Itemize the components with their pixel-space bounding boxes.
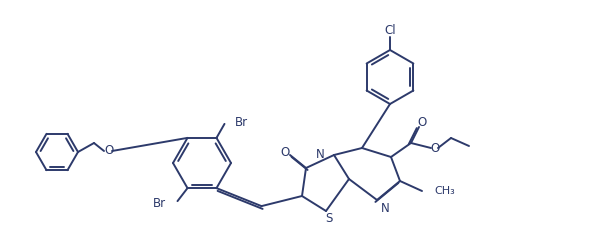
Text: Br: Br [152, 197, 166, 210]
Text: Br: Br [234, 116, 248, 129]
Text: O: O [430, 142, 440, 154]
Text: N: N [316, 148, 325, 162]
Text: O: O [104, 144, 114, 158]
Text: O: O [280, 145, 290, 159]
Text: Cl: Cl [384, 23, 396, 37]
Text: S: S [325, 211, 333, 225]
Text: CH₃: CH₃ [434, 186, 455, 196]
Text: O: O [417, 116, 427, 130]
Text: N: N [381, 202, 390, 214]
